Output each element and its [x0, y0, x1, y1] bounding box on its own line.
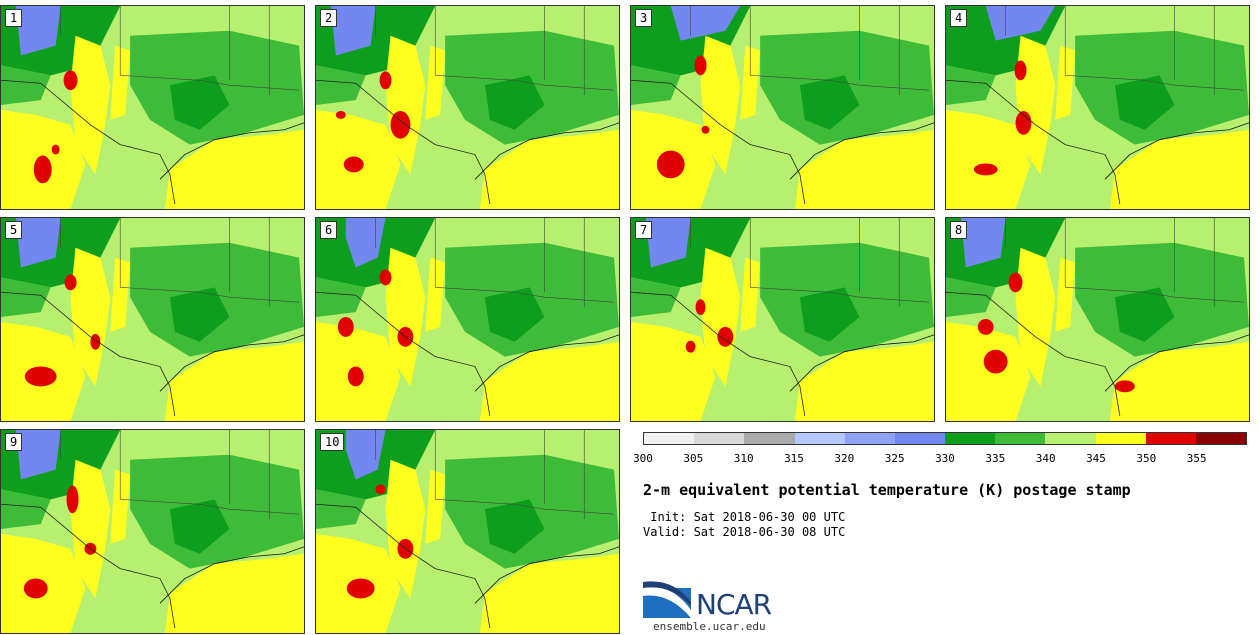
colorbar-segment [644, 433, 695, 444]
colorbar-tick-label: 305 [683, 452, 704, 465]
member-label: 10 [320, 433, 345, 451]
theta-e-map [631, 6, 934, 209]
theta-e-map [316, 6, 619, 209]
theta-e-map [1, 430, 304, 633]
member-panel: 4 [945, 5, 1250, 210]
member-label: 7 [635, 221, 653, 239]
member-panel: 5 [0, 217, 305, 422]
colorbar-segment [945, 433, 996, 444]
theta-e-map [316, 430, 619, 633]
theta-e-map [316, 218, 619, 421]
colorbar-tick-label: 345 [1086, 452, 1106, 465]
colorbar-tick-label: 330 [935, 452, 955, 465]
colorbar-segment [744, 433, 795, 444]
colorbar-segment [844, 433, 895, 444]
colorbar-tick-label: 320 [834, 452, 855, 465]
theta-e-map [1, 6, 304, 209]
member-panel: 9 [0, 429, 305, 634]
member-panel: 6 [315, 217, 620, 422]
colorbar-segment [995, 433, 1046, 444]
colorbar-tick-label: 300 [633, 452, 653, 465]
theta-e-map [1, 218, 304, 421]
logo-text: NCAR [696, 588, 772, 621]
ncar-logo-icon [643, 581, 691, 618]
member-label: 1 [5, 9, 23, 27]
colorbar-segment [1195, 433, 1247, 444]
member-panel: 2 [315, 5, 620, 210]
member-label: 2 [320, 9, 338, 27]
member-label: 5 [5, 221, 23, 239]
member-label: 9 [5, 433, 23, 451]
colorbar-tick-label: 310 [733, 452, 754, 465]
theta-e-map [946, 6, 1249, 209]
colorbar [643, 432, 1247, 445]
figure-title: 2-m equivalent potential temperature (K)… [643, 481, 1131, 499]
member-panel: 1 [0, 5, 305, 210]
site-url: ensemble.ucar.edu [653, 620, 766, 633]
colorbar-tick-label: 350 [1136, 452, 1157, 465]
colorbar-tick-label: 335 [985, 452, 1006, 465]
colorbar-segment [794, 433, 845, 444]
colorbar-tick-label: 340 [1035, 452, 1056, 465]
colorbar-segment [894, 433, 946, 444]
colorbar-tick-label: 315 [784, 452, 804, 465]
theta-e-map [946, 218, 1249, 421]
colorbar-segment [1095, 433, 1146, 444]
colorbar-segment [694, 433, 745, 444]
member-panel: 8 [945, 217, 1250, 422]
member-panel: 7 [630, 217, 935, 422]
member-panel: 10 [315, 429, 620, 634]
member-label: 4 [950, 9, 968, 27]
member-label: 8 [950, 221, 968, 239]
member-label: 3 [635, 9, 653, 27]
colorbar-tick-label: 355 [1186, 452, 1207, 465]
member-label: 6 [320, 221, 338, 239]
colorbar-segment [1145, 433, 1196, 444]
member-panel: 3 [630, 5, 935, 210]
colorbar-segment [1045, 433, 1096, 444]
init-time: Init: Sat 2018-06-30 00 UTC [643, 510, 846, 524]
theta-e-map [631, 218, 934, 421]
colorbar-tick-label: 325 [884, 452, 905, 465]
valid-time: Valid: Sat 2018-06-30 08 UTC [643, 525, 846, 539]
